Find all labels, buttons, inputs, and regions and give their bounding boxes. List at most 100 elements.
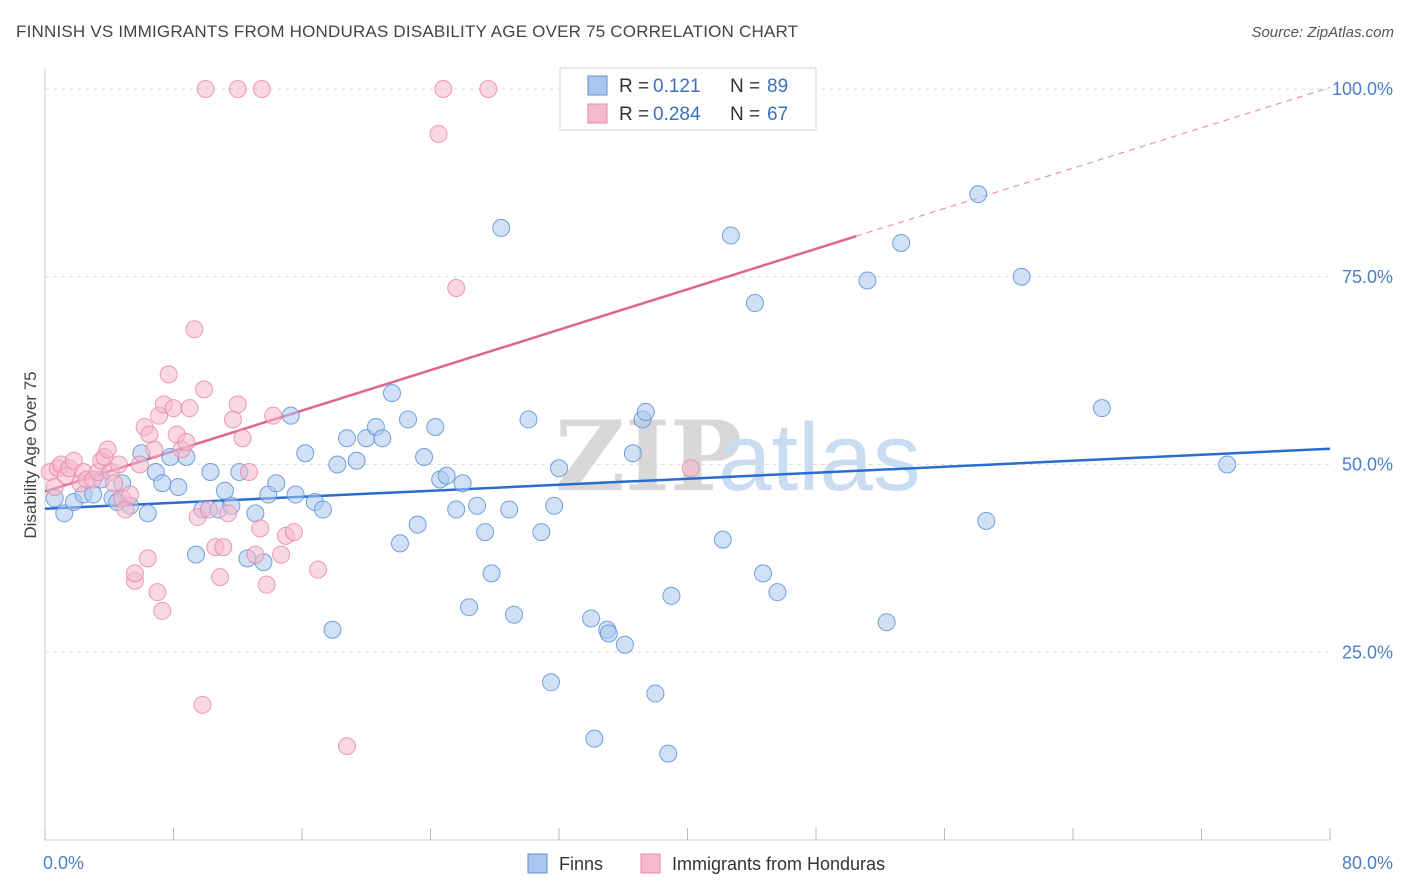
grid-lines (45, 88, 1330, 653)
honduras-point (251, 519, 270, 538)
finns-trend-line (44, 447, 1331, 511)
y-axis-label: Disability Age Over 75 (21, 371, 40, 538)
legend-top: R = 0.121 N = 89 R = 0.284 N = 67 (559, 67, 817, 131)
finns-point (323, 620, 342, 639)
finns-point (599, 624, 618, 643)
legend-n-value: 67 (767, 104, 788, 125)
finns-point (201, 463, 220, 482)
finns-point (659, 744, 678, 763)
honduras-point (479, 80, 498, 98)
legend-r-label: R = (619, 104, 649, 125)
finns-point (753, 564, 772, 583)
finns-point (977, 511, 996, 530)
finns-point (390, 534, 409, 553)
honduras-point (264, 406, 283, 425)
finns-point (296, 444, 315, 463)
honduras-trend-extension (855, 86, 1331, 237)
finns-point (646, 684, 665, 703)
honduras-point (257, 575, 276, 594)
finns-point (281, 406, 300, 425)
honduras-point (140, 425, 159, 444)
finns-point (582, 609, 601, 628)
finns-point (615, 635, 634, 654)
honduras-point (138, 549, 157, 568)
finns-point (246, 504, 265, 523)
honduras-point (211, 568, 230, 587)
honduras-point (239, 463, 258, 482)
legend-swatch (587, 103, 608, 124)
finns-point (468, 496, 487, 515)
finns-point (328, 455, 347, 474)
honduras-point (219, 504, 238, 523)
finns-point (460, 598, 479, 617)
finns-point (415, 447, 434, 466)
finns-point (1218, 455, 1237, 474)
honduras-point (125, 564, 144, 583)
finns-point (267, 474, 286, 493)
finns-point (545, 496, 564, 515)
honduras-point (272, 545, 291, 564)
finns-point (1012, 267, 1031, 286)
finns-point (399, 410, 418, 429)
honduras-point (164, 399, 183, 418)
finns-point (215, 481, 234, 500)
finns-point (662, 586, 681, 605)
y-tick-label: 25.0% (1342, 642, 1393, 662)
finns-point (713, 530, 732, 549)
finns-point (476, 523, 495, 542)
honduras-point (233, 429, 252, 448)
honduras-point (109, 455, 128, 474)
honduras-point (145, 440, 164, 459)
honduras-point (177, 432, 196, 451)
finns-point (453, 474, 472, 493)
honduras-point (252, 80, 271, 98)
honduras-point (196, 80, 215, 98)
tick-labels: 25.0% 50.0% 75.0% 100.0% 0.0% 80.0% (43, 79, 1393, 873)
legend-bottom-label: Finns (559, 854, 603, 874)
finns-point (373, 429, 392, 448)
finns-point (169, 478, 188, 497)
honduras-point (159, 365, 178, 384)
y-tick-label: 75.0% (1342, 267, 1393, 287)
honduras-point (309, 560, 328, 579)
finns-point (636, 402, 655, 421)
honduras-point (681, 459, 700, 478)
legend-bottom-label: Immigrants from Honduras (672, 854, 885, 874)
honduras-point (284, 523, 303, 542)
chart-title: FINNISH VS IMMIGRANTS FROM HONDURAS DISA… (16, 22, 799, 41)
honduras-point (195, 380, 214, 399)
finns-point (138, 504, 157, 523)
honduras-point (185, 320, 204, 339)
source-label: Source: ZipAtlas.com (1251, 24, 1394, 41)
honduras-point (121, 485, 140, 504)
honduras-point (429, 125, 448, 144)
finns-point (532, 523, 551, 542)
honduras-point (180, 399, 199, 418)
finns-point (969, 185, 988, 204)
legend-r-value: 0.284 (653, 104, 701, 125)
data-points (40, 80, 1237, 763)
finns-point (519, 410, 538, 429)
finns-point (437, 466, 456, 485)
legend-bottom: Finns Immigrants from Honduras (527, 853, 885, 874)
legend-bottom-swatch (527, 853, 548, 874)
honduras-point (246, 545, 265, 564)
finns-point (347, 451, 366, 470)
honduras-point (214, 538, 233, 557)
finns-point (500, 500, 519, 519)
honduras-point (434, 80, 453, 98)
finns-point (337, 429, 356, 448)
axes (44, 68, 1331, 841)
finns-point (623, 444, 642, 463)
honduras-point (337, 737, 356, 756)
honduras-point (105, 474, 124, 493)
honduras-point (193, 695, 212, 714)
y-tick-label: 50.0% (1342, 455, 1393, 475)
watermark-atlas: atlas (718, 404, 921, 511)
honduras-point (116, 500, 135, 519)
finns-point (858, 271, 877, 290)
finns-point (382, 384, 401, 403)
honduras-point (148, 583, 167, 602)
x-tick-label: 0.0% (43, 853, 84, 873)
